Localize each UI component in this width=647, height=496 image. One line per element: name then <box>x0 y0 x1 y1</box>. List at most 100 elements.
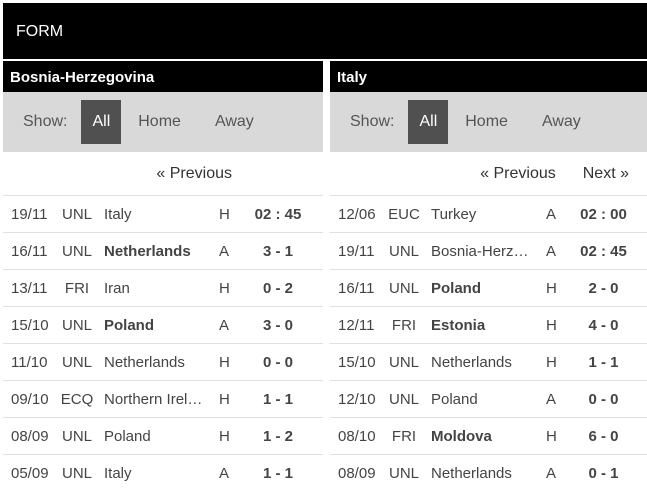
match-opponent: Netherlands <box>104 242 191 260</box>
match-competition: FRI <box>64 279 90 297</box>
match-date: 08/09 <box>11 427 49 445</box>
filter-home-button[interactable]: Home <box>138 113 181 130</box>
match-opponent: Poland <box>431 279 482 297</box>
match-score: 2 - 0 <box>588 279 619 297</box>
filter-all-button[interactable]: All <box>408 100 449 144</box>
match-date: 19/11 <box>11 205 48 223</box>
match-venue: H <box>546 316 557 334</box>
filter-home-button[interactable]: Home <box>465 113 508 130</box>
previous-link[interactable]: « Previous <box>480 164 556 182</box>
match-opponent: Poland <box>104 316 155 334</box>
match-date: 05/09 <box>11 464 49 482</box>
away-team-panel: Italy Show: All Home Away « Previous Nex… <box>330 59 647 496</box>
pager: « Previous Next » <box>330 152 647 195</box>
team-header: Italy <box>330 59 647 92</box>
match-venue: H <box>546 427 557 445</box>
match-row[interactable]: 09/10 ECQ Northern Irel… H 1 - 1 <box>3 380 323 418</box>
match-venue: H <box>219 390 230 408</box>
match-opponent: Moldova <box>431 427 492 445</box>
match-competition: ECQ <box>60 390 94 408</box>
match-opponent: Iran <box>104 279 130 297</box>
form-header: FORM <box>3 3 647 59</box>
match-score: 4 - 0 <box>588 316 619 334</box>
match-row[interactable]: 15/10 UNL Poland A 3 - 0 <box>3 306 323 344</box>
match-row[interactable]: 19/11 UNL Bosnia-Herz… A 02 : 45 <box>330 232 647 270</box>
match-row[interactable]: 13/11 FRI Iran H 0 - 2 <box>3 269 323 307</box>
match-date: 09/10 <box>11 390 49 408</box>
home-team-panel: Bosnia-Herzegovina Show: All Home Away «… <box>3 59 323 496</box>
match-row[interactable]: 08/10 FRI Moldova H 6 - 0 <box>330 417 647 455</box>
filter-all-button[interactable]: All <box>81 100 122 144</box>
match-opponent: Netherlands <box>431 353 512 371</box>
match-competition: EUC <box>388 205 420 223</box>
match-score: 0 - 0 <box>588 390 619 408</box>
form-title: FORM <box>16 23 64 40</box>
match-venue: A <box>546 464 557 482</box>
filter-away-button[interactable]: Away <box>541 113 581 130</box>
match-competition: UNL <box>61 205 92 223</box>
match-venue: H <box>219 279 230 297</box>
match-score: 6 - 0 <box>588 427 619 445</box>
match-row[interactable]: 12/11 FRI Estonia H 4 - 0 <box>330 306 647 344</box>
match-score: 0 - 1 <box>588 464 619 482</box>
match-competition: UNL <box>61 316 92 334</box>
match-score: 3 - 0 <box>262 316 293 334</box>
show-label: Show: <box>350 113 395 130</box>
match-opponent: Poland <box>431 390 478 408</box>
match-venue: A <box>219 464 230 482</box>
match-date: 15/10 <box>338 353 376 371</box>
match-competition: UNL <box>61 353 92 371</box>
match-row[interactable]: 05/09 UNL Italy A 1 - 1 <box>3 454 323 492</box>
match-score: 0 - 0 <box>262 353 293 371</box>
match-venue: H <box>219 427 230 445</box>
filter-away-button[interactable]: Away <box>214 113 254 130</box>
match-venue: A <box>219 316 230 334</box>
match-list: 19/11 UNL Italy H 02 : 45 16/11 UNL Netherlands… <box>3 195 323 492</box>
match-venue: A <box>219 242 230 260</box>
match-score: 0 - 2 <box>262 279 293 297</box>
team-name: Bosnia-Herzegovina <box>10 69 155 86</box>
match-date: 12/11 <box>338 316 375 334</box>
match-date: 16/11 <box>11 242 48 260</box>
match-row[interactable]: 15/10 UNL Netherlands H 1 - 1 <box>330 343 647 381</box>
match-opponent: Northern Irel… <box>104 390 203 408</box>
match-row[interactable]: 11/10 UNL Netherlands H 0 - 0 <box>3 343 323 381</box>
match-list: 12/06 EUC Turkey A 02 : 00 19/11 UNL Bosnia-Her… <box>330 195 647 492</box>
match-date: 13/11 <box>11 279 48 297</box>
match-row[interactable]: 12/10 UNL Poland A 0 - 0 <box>330 380 647 418</box>
match-opponent: Italy <box>104 464 132 482</box>
next-link[interactable]: Next » <box>582 164 629 182</box>
match-competition: UNL <box>61 427 92 445</box>
match-venue: H <box>546 279 557 297</box>
match-row[interactable]: 19/11 UNL Italy H 02 : 45 <box>3 195 323 233</box>
match-score: 1 - 1 <box>588 353 619 371</box>
pager: « Previous <box>3 152 323 195</box>
match-competition: FRI <box>391 427 417 445</box>
match-row[interactable]: 16/11 UNL Netherlands A 3 - 1 <box>3 232 323 270</box>
match-venue: H <box>219 205 230 223</box>
match-venue: A <box>546 390 557 408</box>
match-competition: UNL <box>388 279 419 297</box>
match-score: 02 : 45 <box>254 205 302 223</box>
match-competition: UNL <box>388 242 419 260</box>
match-row[interactable]: 08/09 UNL Netherlands A 0 - 1 <box>330 454 647 492</box>
match-date: 15/10 <box>11 316 49 334</box>
match-date: 12/10 <box>338 390 376 408</box>
match-competition: UNL <box>388 390 419 408</box>
match-competition: UNL <box>388 353 419 371</box>
match-row[interactable]: 08/09 UNL Poland H 1 - 2 <box>3 417 323 455</box>
match-venue: A <box>546 242 557 260</box>
match-row[interactable]: 16/11 UNL Poland H 2 - 0 <box>330 269 647 307</box>
previous-link[interactable]: « Previous <box>156 164 232 182</box>
match-opponent: Bosnia-Herz… <box>431 242 529 260</box>
match-opponent: Turkey <box>431 205 477 223</box>
match-opponent: Estonia <box>431 316 486 334</box>
match-score: 02 : 45 <box>580 242 627 260</box>
match-competition: UNL <box>61 242 92 260</box>
match-row[interactable]: 12/06 EUC Turkey A 02 : 00 <box>330 195 647 233</box>
match-date: 16/11 <box>338 279 375 297</box>
match-venue: H <box>546 353 557 371</box>
match-venue: H <box>219 353 230 371</box>
match-date: 19/11 <box>338 242 375 260</box>
match-date: 11/10 <box>11 353 48 371</box>
